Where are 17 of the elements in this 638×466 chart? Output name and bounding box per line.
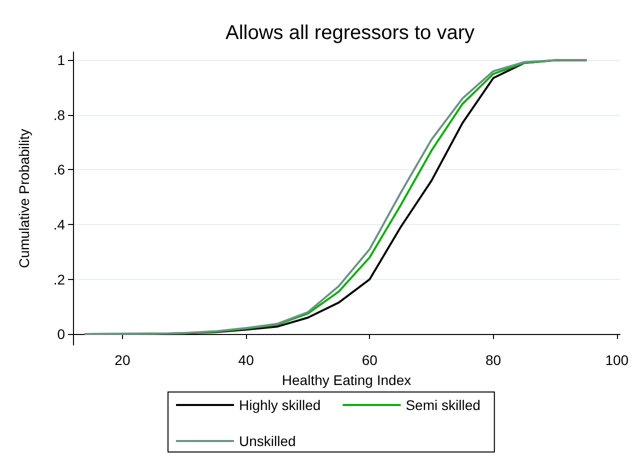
y-tick-label: 1	[57, 52, 66, 68]
y-tick-label: 0	[57, 326, 66, 342]
y-tick-label: .6	[53, 162, 66, 178]
x-tick-label: 80	[486, 352, 502, 368]
legend-label: Unskilled	[239, 433, 296, 449]
x-axis-title: Healthy Eating Index	[282, 372, 412, 388]
chart-title: Allows all regressors to vary	[226, 22, 474, 44]
legend-label: Highly skilled	[239, 397, 321, 413]
x-tick-label: 60	[362, 352, 378, 368]
y-axis-title: Cumulative Probability	[16, 128, 32, 268]
x-tick-label: 20	[114, 352, 130, 368]
x-tick-label: 100	[605, 352, 629, 368]
legend-label: Semi skilled	[406, 397, 480, 413]
x-tick-label: 40	[238, 352, 254, 368]
y-tick-label: .4	[53, 216, 66, 233]
y-tick-label: .8	[53, 106, 66, 123]
y-tick-label: .2	[53, 271, 66, 288]
